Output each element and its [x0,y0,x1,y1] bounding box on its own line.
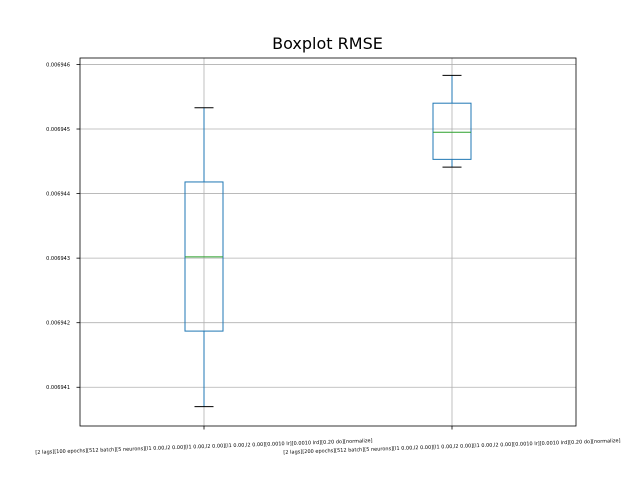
plot-frame [79,57,577,427]
chart-title: Boxplot RMSE [272,34,383,53]
y-axis: 0.006941 0.006942 0.006943 0.006944 0.006945… [46,62,80,391]
y-tick-label: 0.006944 [46,191,70,197]
grid-layer [80,58,576,426]
box-layer [184,74,472,408]
y-tick-label: 0.006943 [46,256,70,262]
y-tick-label: 0.006946 [46,62,70,68]
box-group [184,107,224,408]
box-iqr [432,102,472,160]
y-tick-label: 0.006945 [46,127,70,133]
box-group [432,74,472,168]
y-tick-label: 0.006942 [46,321,70,327]
x-axis: [2 lags][100 epochs][512 batch][5 neuron… [35,426,621,456]
y-tick-label: 0.006941 [46,385,70,391]
